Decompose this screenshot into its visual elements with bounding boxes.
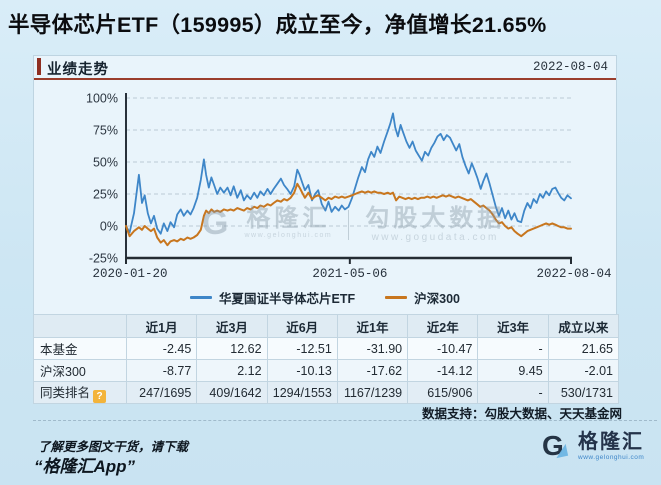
table-cell: -31.90 (336, 337, 409, 360)
table-cell: -10.13 (266, 359, 338, 382)
legend-item-etf: 华夏国证半导体芯片ETF (190, 288, 355, 307)
logo-arrow-icon (553, 443, 569, 459)
performance-line-chart: 100% 75% 50% 25% 0% -25%2020-01-20 2021-05-06 2… (86, 92, 611, 282)
footer-divider (33, 420, 657, 421)
table-header-cell: 近3年 (477, 314, 549, 338)
logo-brand-text: 格隆汇 (578, 430, 644, 453)
row-label: 沪深300 (33, 359, 127, 382)
table-cell: 12.62 (196, 337, 268, 360)
table-cell: 2.12 (196, 359, 268, 382)
table-cell: -17.62 (336, 359, 409, 382)
y-axis-tick-label: 50% (93, 156, 118, 170)
legend-label-hs300: 沪深300 (414, 292, 460, 306)
hs300-line-swatch (385, 296, 408, 299)
table-cell: -2.01 (547, 359, 620, 382)
series-line-hs300 (125, 182, 572, 247)
y-axis-tick-label: 25% (93, 188, 118, 202)
gelonghui-logo: G 格隆汇 www.gelonghui.com (542, 431, 644, 461)
y-axis-tick-label: 100% (86, 92, 118, 106)
table-header-cell: 近1年 (336, 314, 409, 338)
table-cell: 1294/1553 (266, 381, 338, 404)
table-cell: 409/1642 (196, 381, 268, 404)
table-cell: -12.51 (266, 337, 338, 360)
panel-title: 业绩走势 (47, 62, 109, 78)
etf-line-swatch (190, 296, 213, 299)
panel-date: 2022-08-04 (532, 60, 608, 74)
table-header-cell: 近2年 (407, 314, 479, 338)
x-axis-tick-label: 2021-05-06 (312, 267, 387, 281)
series-line-etf (125, 112, 572, 235)
performance-panel: 业绩走势 2022-08-04 100% 75% 50% 25% 0% -25% 2020-… (33, 55, 620, 404)
legend-label-etf: 华夏国证半导体芯片ETF (219, 292, 356, 306)
gelonghui-logo-icon: G (542, 431, 572, 461)
table-cell: 247/1695 (125, 381, 198, 404)
table-cell: -2.45 (125, 337, 198, 360)
row-label: 同类排名? (33, 381, 127, 404)
table-header-cell: 近3月 (196, 314, 268, 338)
page-title: 半导体芯片ETF（159995）成立至今，净值增长21.65% (8, 13, 547, 37)
y-axis-tick-label: 0% (100, 220, 118, 234)
table-row: 同类排名? 247/1695 409/1642 1294/1553 1167/1239 6… (33, 381, 620, 404)
table-cell: 530/1731 (547, 381, 620, 404)
table-header-cell: 近1月 (125, 314, 198, 338)
legend-item-hs300: 沪深300 (385, 288, 460, 307)
table-cell: -14.12 (407, 359, 479, 382)
performance-table: 近1月 近3月 近6月 近1年 近2年 近3年 成立以来 本基金 -2.45 12.62 -12.5… (33, 314, 620, 404)
y-axis-tick-label: 75% (93, 124, 118, 138)
table-header-cell (33, 314, 127, 338)
table-cell: 9.45 (477, 359, 549, 382)
y-axis-tick-label: -25% (89, 252, 118, 266)
table-header-row: 近1月 近3月 近6月 近1年 近2年 近3年 成立以来 (33, 314, 620, 338)
table-cell: 615/906 (407, 381, 479, 404)
row-label: 本基金 (33, 337, 127, 360)
promo-text-line1: 了解更多图文干货，请下载 (38, 440, 189, 454)
table-cell: -10.47 (407, 337, 479, 360)
logo-letter: G (542, 430, 564, 461)
x-axis-tick-label: 2020-01-20 (92, 267, 167, 281)
logo-brand-url: www.gelonghui.com (578, 453, 645, 461)
table-cell: -8.77 (125, 359, 198, 382)
table-row: 本基金 -2.45 12.62 -12.51 -31.90 -10.47-21.65 (33, 337, 620, 360)
table-header-cell: 近6月 (266, 314, 338, 338)
data-support-note: 数据支持：勾股大数据、天天基金网 (421, 407, 622, 421)
x-axis-tick-label: 2022-08-04 (536, 267, 611, 281)
table-cell: 21.65 (547, 337, 620, 360)
table-cell: 1167/1239 (336, 381, 409, 404)
table-row: 沪深300 -8.77 2.12 -10.13 -17.62 -14.12 9.45 -2.0… (33, 359, 620, 382)
table-cell: - (477, 337, 549, 360)
promo-text-line2: “格隆汇App” (34, 457, 136, 476)
table-cell: - (477, 381, 549, 404)
chart-legend: 华夏国证半导体芯片ETF 沪深300 (34, 288, 616, 307)
help-icon[interactable]: ? (93, 390, 107, 403)
table-header-cell: 成立以来 (547, 314, 620, 338)
header-accent-bar (37, 58, 41, 75)
header-divider (34, 78, 616, 80)
